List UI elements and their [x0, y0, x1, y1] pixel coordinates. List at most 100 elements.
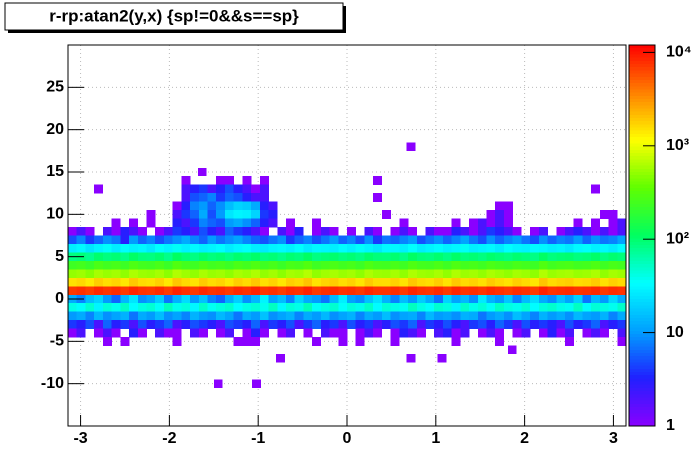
cell: [469, 243, 479, 253]
cell: [477, 269, 487, 279]
cell: [599, 260, 609, 270]
cell: [242, 235, 252, 245]
cell: [329, 286, 339, 296]
cell: [172, 303, 182, 312]
cell: [460, 252, 470, 262]
cell: [564, 337, 574, 346]
cell: [312, 252, 322, 262]
cell: [190, 201, 200, 211]
cell: [547, 243, 557, 253]
color-scale: [629, 225, 655, 230]
cell: [190, 320, 200, 329]
cell: [277, 303, 287, 312]
cell: [190, 269, 200, 279]
color-scale: [629, 403, 655, 408]
cell: [251, 337, 261, 346]
cell: [564, 277, 574, 287]
cell: [530, 303, 540, 312]
cell: [285, 218, 295, 228]
cell: [469, 277, 479, 287]
cell: [599, 235, 609, 245]
cell: [538, 311, 548, 321]
cell: [617, 337, 627, 346]
cell: [251, 311, 261, 321]
cell: [111, 269, 121, 279]
cell: [146, 311, 156, 321]
cell: [94, 277, 104, 287]
cell: [216, 260, 226, 270]
cell: [442, 320, 452, 329]
color-scale: [629, 254, 655, 259]
cell: [259, 311, 269, 321]
cell: [172, 210, 182, 219]
cell: [285, 227, 295, 236]
cell: [207, 252, 217, 262]
cell: [163, 277, 173, 287]
cell: [564, 269, 574, 279]
cell: [338, 269, 348, 279]
cell: [285, 277, 295, 287]
cell: [259, 184, 269, 194]
cell: [155, 294, 165, 304]
cell: [469, 294, 479, 304]
cell: [477, 235, 487, 245]
cell: [486, 260, 496, 270]
cell: [469, 311, 479, 321]
cell: [251, 328, 261, 338]
cell: [172, 294, 182, 304]
cell: [608, 269, 618, 279]
cell: [617, 260, 627, 270]
cell: [268, 277, 278, 287]
cell: [294, 277, 304, 287]
cell: [120, 311, 130, 321]
cell: [85, 235, 95, 245]
cell: [381, 303, 391, 312]
cell: [259, 269, 269, 279]
color-scale: [629, 349, 655, 354]
cell: [285, 252, 295, 262]
color-scale: [629, 327, 655, 332]
cell: [503, 269, 513, 279]
cell: [233, 252, 243, 262]
color-scale: [629, 210, 655, 214]
cell: [591, 286, 601, 296]
cell: [224, 218, 234, 228]
cell: [556, 303, 566, 312]
cell: [425, 243, 435, 253]
cell: [617, 218, 627, 228]
cell: [224, 320, 234, 329]
cell: [268, 243, 278, 253]
cell: [320, 227, 330, 236]
cell: [399, 235, 409, 245]
x-tick-label: -2: [162, 430, 176, 447]
cell: [94, 269, 104, 279]
cell: [599, 311, 609, 321]
x-tick-label: 3: [609, 430, 618, 447]
cell: [582, 311, 592, 321]
cell: [399, 277, 409, 287]
cell: [216, 176, 226, 185]
cell: [277, 328, 287, 338]
cell: [155, 320, 165, 329]
cell: [294, 235, 304, 245]
cell: [224, 328, 234, 338]
cell: [111, 277, 121, 287]
color-scale: [629, 203, 655, 208]
cell: [94, 260, 104, 270]
cell: [530, 286, 540, 296]
color-scale: [629, 337, 655, 341]
cell: [224, 176, 234, 185]
cell: [94, 235, 104, 245]
cell: [137, 269, 147, 279]
cell: [416, 269, 426, 279]
cell: [338, 337, 348, 346]
cell: [495, 277, 505, 287]
cell: [399, 311, 409, 321]
cell: [564, 260, 574, 270]
cell: [259, 227, 269, 236]
cell: [617, 311, 627, 321]
cell: [242, 184, 252, 194]
cell: [390, 337, 400, 346]
color-scale: [629, 133, 655, 138]
